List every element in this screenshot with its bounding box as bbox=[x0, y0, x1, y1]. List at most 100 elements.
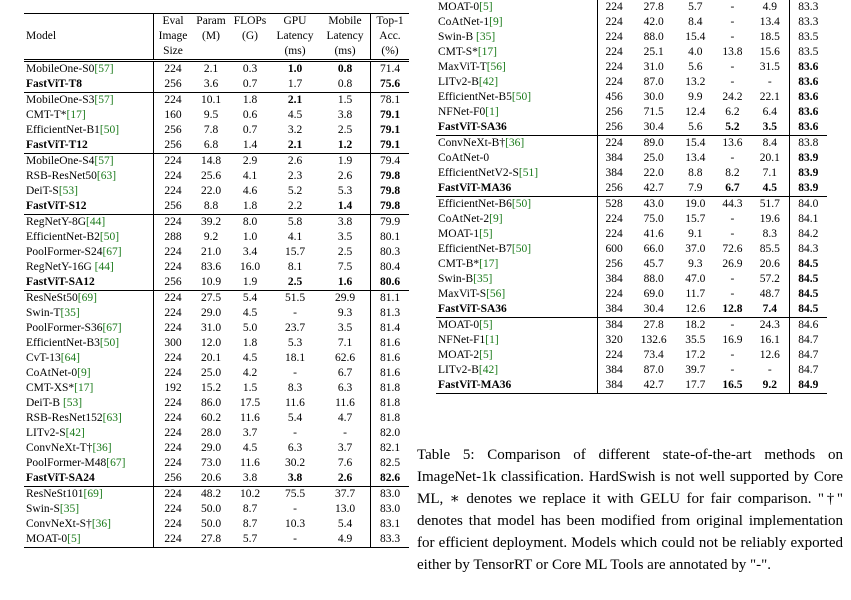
table-row: CoAtNet-0 384 25.0 13.4 - 20.1 83.9 bbox=[436, 151, 827, 166]
mobile-latency-cell: 7.5 bbox=[320, 260, 371, 275]
table-row: EfficientNet-B3[50] 300 12.0 1.8 5.3 7.1 81.6 bbox=[24, 336, 409, 351]
citation-ref[interactable]: [5] bbox=[479, 319, 493, 331]
model-cell: CoAtNet-1[9] bbox=[436, 15, 598, 30]
mobile-latency-cell: 22.1 bbox=[751, 90, 790, 105]
table-row: Swin-B [35] 224 88.0 15.4 - 18.5 83.5 bbox=[436, 30, 827, 45]
citation-ref[interactable]: [56] bbox=[486, 61, 506, 73]
citation-ref[interactable]: [17] bbox=[477, 46, 498, 58]
citation-ref[interactable]: [1] bbox=[485, 106, 499, 118]
citation-ref[interactable]: [35] bbox=[473, 31, 496, 43]
flops-cell: 1.0 bbox=[242, 231, 258, 243]
citation-ref[interactable]: [50] bbox=[511, 243, 532, 255]
citation-ref[interactable]: [5] bbox=[479, 349, 493, 361]
citation-ref[interactable]: [57] bbox=[94, 155, 114, 167]
citation-ref[interactable]: [9] bbox=[489, 16, 503, 28]
param-cell: 132.6 bbox=[640, 334, 667, 346]
citation-ref[interactable]: [36] bbox=[92, 442, 112, 454]
citation-ref[interactable]: [67] bbox=[106, 457, 126, 469]
top1-acc-cell: 79.1 bbox=[379, 139, 401, 151]
citation-ref[interactable]: [69] bbox=[77, 292, 97, 304]
citation-ref[interactable]: [9] bbox=[489, 213, 503, 225]
flops-cell: 0.6 bbox=[242, 109, 258, 121]
citation-ref[interactable]: [53] bbox=[60, 397, 83, 409]
citation-ref[interactable]: [63] bbox=[102, 412, 122, 424]
citation-ref[interactable]: [67] bbox=[102, 322, 122, 334]
top1-acc-cell: 81.3 bbox=[379, 307, 401, 319]
table-row: FastViT-MA36 384 42.7 17.7 16.5 9.2 84.9 bbox=[436, 378, 827, 394]
citation-ref[interactable]: [35] bbox=[59, 503, 80, 515]
gpu-latency-cell: - bbox=[730, 364, 735, 376]
header-gpu-latency: GPU Latency (ms) bbox=[276, 15, 314, 57]
model-cell: ResNeSt50[69] bbox=[24, 290, 154, 306]
mobile-latency-cell: 8.3 bbox=[751, 227, 790, 242]
model-cell: Swin-B[35] bbox=[436, 272, 598, 287]
citation-ref[interactable]: [69] bbox=[83, 488, 103, 500]
citation-ref[interactable]: [17] bbox=[66, 109, 86, 121]
image-size-cell: 256 bbox=[605, 121, 623, 133]
citation-ref[interactable]: [67] bbox=[102, 246, 122, 258]
image-size-cell: 224 bbox=[164, 503, 182, 515]
param-cell: 88.0 bbox=[643, 31, 664, 43]
citation-ref[interactable]: [35] bbox=[473, 273, 493, 285]
table-row: FastViT-SA12 256 10.9 1.9 2.5 1.6 80.6 bbox=[24, 275, 409, 291]
gpu-latency-cell: 5.3 bbox=[287, 337, 303, 349]
citation-ref[interactable]: [42] bbox=[65, 427, 85, 439]
citation-ref[interactable]: [50] bbox=[511, 91, 532, 103]
model-cell: PoolFormer-M48[67] bbox=[24, 456, 154, 471]
citation-ref[interactable]: [50] bbox=[99, 337, 120, 349]
mobile-latency-cell: 15.6 bbox=[751, 45, 790, 60]
citation-ref[interactable]: [51] bbox=[518, 167, 539, 179]
mobile-latency-cell: 3.5 bbox=[320, 321, 371, 336]
param-cell: 6.8 bbox=[203, 139, 219, 151]
mobile-latency-cell: 85.5 bbox=[751, 242, 790, 257]
citation-ref[interactable]: [56] bbox=[486, 288, 506, 300]
model-cell: DeiT-S[53] bbox=[24, 184, 154, 199]
citation-ref[interactable]: [5] bbox=[67, 533, 81, 545]
param-cell: 12.0 bbox=[200, 337, 222, 349]
param-cell: 9.2 bbox=[203, 231, 219, 243]
citation-ref[interactable]: [5] bbox=[479, 1, 493, 13]
image-size-cell: 256 bbox=[164, 276, 182, 288]
image-size-cell: 224 bbox=[164, 185, 182, 197]
top1-acc-cell: 84.6 bbox=[789, 317, 827, 333]
model-cell: CoAtNet-0 bbox=[436, 151, 598, 166]
citation-ref[interactable]: [17] bbox=[479, 258, 499, 270]
model-cell: MOAT-0[5] bbox=[436, 0, 598, 15]
citation-ref[interactable]: [57] bbox=[94, 94, 114, 106]
citation-ref[interactable]: [5] bbox=[479, 228, 493, 240]
citation-ref[interactable]: [64] bbox=[60, 352, 80, 364]
top1-acc-cell: 79.1 bbox=[379, 109, 401, 121]
citation-ref[interactable]: [53] bbox=[58, 185, 78, 197]
image-size-cell: 192 bbox=[164, 382, 182, 394]
citation-ref[interactable]: [63] bbox=[96, 170, 117, 182]
image-size-cell: 224 bbox=[153, 214, 192, 230]
gpu-latency-cell: - bbox=[730, 349, 735, 361]
citation-ref[interactable]: [36] bbox=[505, 137, 525, 149]
param-cell: 10.9 bbox=[200, 276, 222, 288]
flops-cell: 9.1 bbox=[688, 228, 703, 240]
citation-ref[interactable]: [42] bbox=[478, 364, 499, 376]
param-cell: 20.6 bbox=[200, 472, 222, 484]
citation-ref[interactable]: [1] bbox=[485, 334, 499, 346]
citation-ref[interactable]: [44] bbox=[86, 216, 106, 228]
image-size-cell: 256 bbox=[164, 472, 182, 484]
gpu-latency-cell: - bbox=[713, 317, 752, 333]
flops-cell: 3.8 bbox=[242, 472, 258, 484]
citation-ref[interactable]: [50] bbox=[99, 231, 120, 243]
table-row: MOAT-0[5] 384 27.8 18.2-24.3 84.6 bbox=[436, 317, 827, 333]
citation-ref[interactable]: [44] bbox=[91, 261, 114, 273]
flops-cell: 19.0 bbox=[676, 196, 714, 212]
citation-ref[interactable]: [35] bbox=[60, 307, 80, 319]
top1-acc-cell: 84.5 bbox=[798, 258, 819, 270]
image-size-cell: 224 bbox=[605, 16, 623, 28]
citation-ref[interactable]: [50] bbox=[511, 198, 532, 210]
mobile-latency-cell: 2.6 bbox=[320, 169, 371, 184]
citation-ref[interactable]: [36] bbox=[91, 518, 111, 530]
citation-ref[interactable]: [50] bbox=[99, 124, 120, 136]
citation-ref[interactable]: [17] bbox=[74, 382, 94, 394]
flops-cell: 47.0 bbox=[685, 273, 706, 285]
image-size-cell: 224 bbox=[164, 246, 182, 258]
citation-ref[interactable]: [42] bbox=[478, 76, 499, 88]
citation-ref[interactable]: [9] bbox=[77, 367, 91, 379]
citation-ref[interactable]: [57] bbox=[94, 63, 114, 75]
